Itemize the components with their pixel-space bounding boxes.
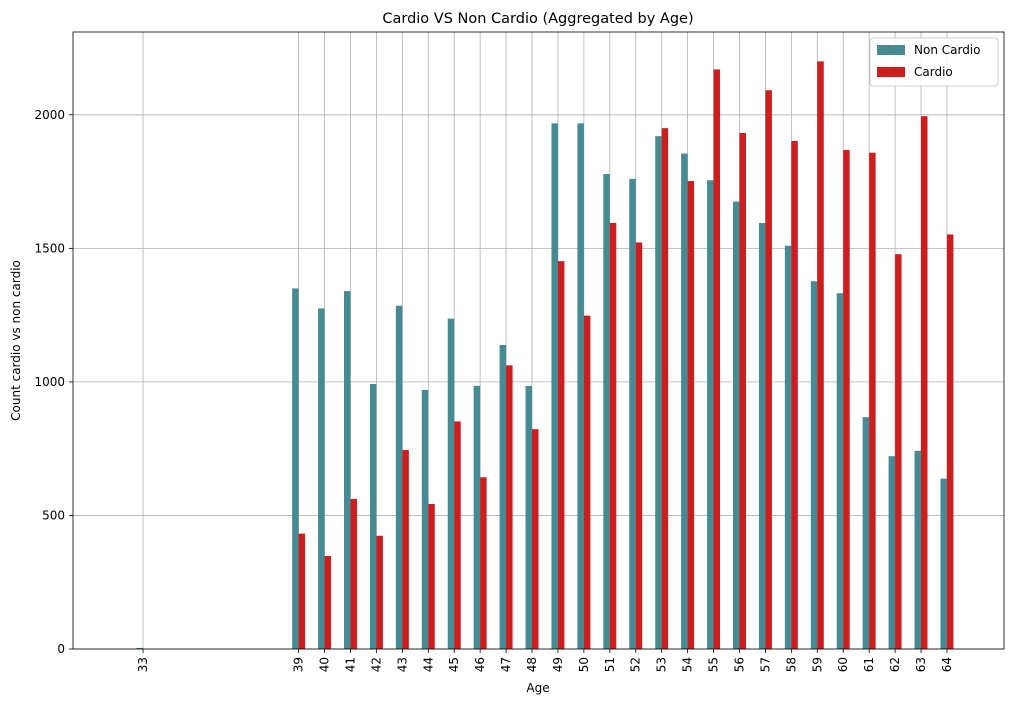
bar-cardio bbox=[635, 242, 643, 649]
x-tick-label: 46 bbox=[473, 657, 487, 672]
bar-cardio bbox=[921, 116, 928, 650]
x-tick-label: 54 bbox=[681, 657, 695, 672]
bar-non-cardio bbox=[551, 123, 558, 650]
ticks: 0 500 1000 1500 2000 33 39 40 41 42 43 44 45 46 47 48 49… bbox=[34, 108, 953, 672]
bar-cardio bbox=[661, 128, 669, 650]
y-tick-label: 1500 bbox=[34, 241, 65, 255]
x-tick-label: 61 bbox=[862, 657, 876, 672]
x-tick-label: 42 bbox=[369, 657, 383, 672]
x-tick-label: 53 bbox=[655, 657, 669, 672]
chart-title: Cardio VS Non Cardio (Aggregated by Age) bbox=[382, 11, 693, 27]
bar-cardio bbox=[454, 421, 461, 649]
bar-cardio bbox=[506, 365, 513, 649]
bar-cardio bbox=[480, 477, 487, 649]
bar-cardio bbox=[843, 150, 850, 649]
bar-non-cardio bbox=[681, 153, 688, 649]
bar-cardio bbox=[532, 429, 539, 649]
bar-non-cardio bbox=[784, 245, 792, 649]
x-tick-label: 58 bbox=[784, 657, 798, 672]
x-tick-label: 51 bbox=[603, 657, 617, 672]
bar-non-cardio bbox=[732, 201, 740, 650]
bar-cardio bbox=[946, 234, 954, 649]
bar-non-cardio bbox=[836, 293, 844, 649]
x-tick-label: 33 bbox=[136, 657, 150, 672]
x-tick-label: 60 bbox=[836, 657, 850, 672]
bar-cardio bbox=[687, 181, 695, 649]
x-tick-label: 62 bbox=[888, 657, 902, 672]
bar-non-cardio bbox=[707, 180, 714, 649]
bar-cardio bbox=[609, 222, 617, 649]
y-tick-label: 2000 bbox=[34, 108, 65, 122]
bar-cardio bbox=[376, 535, 383, 649]
bar-cardio bbox=[739, 132, 746, 650]
x-tick-label: 63 bbox=[914, 657, 928, 672]
bar-cardio bbox=[428, 503, 435, 649]
bar-non-cardio bbox=[369, 384, 377, 649]
x-tick-label: 59 bbox=[810, 657, 824, 672]
bar-non-cardio bbox=[758, 222, 766, 649]
bar-cardio bbox=[298, 533, 306, 649]
x-tick-label: 49 bbox=[551, 657, 565, 672]
bar-non-cardio bbox=[810, 281, 818, 649]
legend-swatch-non-cardio bbox=[877, 45, 905, 55]
bars bbox=[136, 61, 954, 650]
bar-non-cardio bbox=[577, 123, 584, 650]
bar-cardio bbox=[557, 261, 565, 649]
bar-non-cardio bbox=[862, 417, 870, 649]
bar-non-cardio bbox=[499, 345, 507, 649]
bar-cardio bbox=[765, 90, 772, 649]
x-axis-label: Age bbox=[526, 681, 549, 695]
x-tick-label: 55 bbox=[707, 657, 721, 672]
y-tick-label: 0 bbox=[57, 642, 65, 656]
x-tick-label: 50 bbox=[577, 657, 591, 672]
x-tick-label: 45 bbox=[447, 657, 461, 672]
x-tick-label: 41 bbox=[343, 657, 357, 672]
legend: Non Cardio Cardio bbox=[869, 37, 999, 87]
bar-cardio bbox=[350, 498, 357, 649]
bar-non-cardio bbox=[525, 385, 533, 649]
bar-cardio bbox=[324, 556, 332, 649]
x-tick-label: 57 bbox=[758, 657, 772, 672]
bar-non-cardio bbox=[888, 456, 896, 649]
x-tick-label: 52 bbox=[629, 657, 643, 672]
bar-non-cardio bbox=[318, 308, 325, 649]
bar-non-cardio bbox=[473, 385, 481, 649]
x-tick-label: 40 bbox=[318, 657, 332, 672]
x-tick-label: 48 bbox=[525, 657, 539, 672]
bar-non-cardio bbox=[603, 174, 610, 649]
bar-non-cardio bbox=[914, 450, 922, 649]
bar-cardio bbox=[817, 61, 824, 649]
legend-label-cardio: Cardio bbox=[914, 65, 953, 79]
y-tick-label: 1000 bbox=[34, 375, 65, 389]
bar-non-cardio bbox=[629, 178, 636, 649]
bar-non-cardio bbox=[421, 389, 429, 649]
bar-cardio bbox=[583, 315, 591, 649]
bar-cardio bbox=[713, 69, 721, 650]
bar-non-cardio bbox=[344, 291, 351, 649]
bar-non-cardio bbox=[292, 288, 299, 649]
bar-non-cardio bbox=[655, 136, 662, 650]
bar-non-cardio bbox=[136, 647, 144, 649]
bar-cardio bbox=[402, 450, 409, 649]
x-tick-label: 47 bbox=[499, 657, 513, 672]
x-tick-label: 44 bbox=[421, 657, 435, 672]
bar-non-cardio bbox=[940, 478, 947, 649]
bar-cardio bbox=[791, 140, 798, 649]
x-tick-label: 43 bbox=[395, 657, 409, 672]
y-tick-label: 500 bbox=[42, 508, 65, 522]
x-tick-label: 39 bbox=[292, 657, 306, 672]
bar-cardio bbox=[895, 254, 902, 649]
plot-frame bbox=[72, 31, 1005, 650]
x-tick-label: 56 bbox=[732, 657, 746, 672]
bar-non-cardio bbox=[447, 318, 455, 649]
y-axis-label: Count cardio vs non cardio bbox=[9, 260, 23, 421]
bar-non-cardio bbox=[395, 305, 403, 649]
x-tick-label: 64 bbox=[940, 657, 954, 672]
bar-cardio bbox=[869, 152, 876, 649]
legend-label-non-cardio: Non Cardio bbox=[914, 43, 981, 57]
legend-swatch-cardio bbox=[877, 67, 905, 77]
